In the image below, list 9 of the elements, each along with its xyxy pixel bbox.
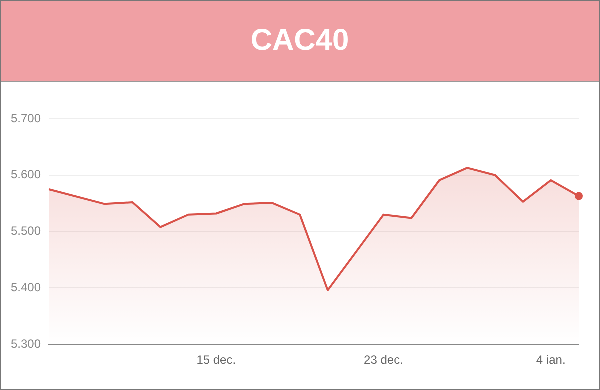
x-tick-label: 15 dec. — [196, 353, 236, 368]
x-tick-label: 23 dec. — [364, 353, 404, 368]
y-tick-label: 5.300 — [11, 336, 42, 351]
y-tick-label: 5.600 — [11, 168, 42, 182]
y-tick-label: 5.500 — [11, 224, 42, 238]
y-tick-label: 5.400 — [11, 280, 42, 295]
x-tick-label: 4 ian. — [536, 353, 566, 368]
chart-title: CAC40 — [250, 24, 350, 58]
y-tick-label: 5.700 — [11, 111, 42, 126]
